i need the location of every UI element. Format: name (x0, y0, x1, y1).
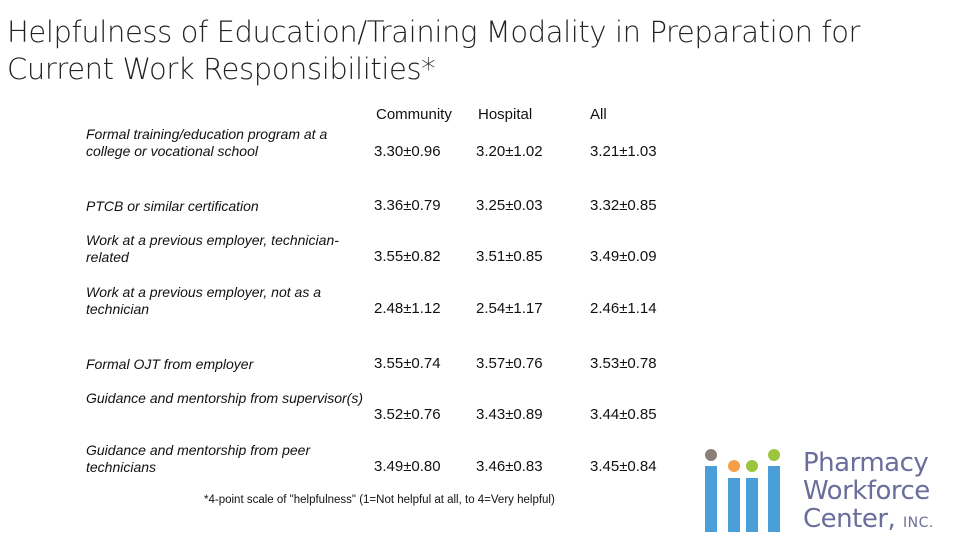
row-label: Work at a previous employer, technician-… (86, 232, 339, 265)
row-label: Formal OJT from employer (86, 356, 254, 372)
cell-community: 3.52±0.76 (374, 406, 441, 423)
cell-community: 3.30±0.96 (374, 143, 441, 160)
pharmacy-workforce-center-logo-mark (705, 449, 780, 532)
cell-community: 3.55±0.74 (374, 355, 441, 372)
logo-dot-green-2 (768, 449, 780, 461)
logo-text-line2: Workforce (803, 476, 930, 506)
cell-all: 3.21±1.03 (590, 143, 657, 160)
col-header-community: Community (376, 106, 452, 123)
row-label: Guidance and mentorship from supervisor(… (86, 390, 364, 406)
cell-community: 3.49±0.80 (374, 458, 441, 475)
cell-hospital: 3.43±0.89 (476, 406, 543, 423)
cell-hospital: 3.25±0.03 (476, 197, 543, 214)
logo-text-line1: Pharmacy (803, 448, 929, 478)
logo-inc: INC. (903, 515, 934, 531)
cell-all: 3.44±0.85 (590, 406, 657, 423)
slide-title: Helpfulness of Education/Training Modali… (7, 15, 861, 86)
cell-all: 3.49±0.09 (590, 248, 657, 265)
cell-hospital: 3.57±0.76 (476, 355, 543, 372)
logo-text-line3: Center, INC. (803, 505, 934, 537)
col-header-all: All (590, 106, 607, 123)
cell-community: 2.48±1.12 (374, 300, 441, 317)
footnote: *4-point scale of "helpfulness" (1=Not h… (204, 494, 555, 506)
cell-hospital: 3.46±0.83 (476, 458, 543, 475)
row-label: Guidance and mentorship from peer techni… (86, 442, 311, 475)
cell-hospital: 3.20±1.02 (476, 143, 543, 160)
logo-dot-gray (705, 449, 717, 461)
col-header-hospital: Hospital (478, 106, 533, 123)
cell-all: 3.45±0.84 (590, 458, 657, 475)
cell-hospital: 3.51±0.85 (476, 248, 543, 265)
cell-community: 3.55±0.82 (374, 248, 441, 265)
cell-all: 3.32±0.85 (590, 197, 657, 214)
logo-dot-orange (728, 460, 740, 472)
logo-center: Center, (803, 504, 896, 534)
row-label: PTCB or similar certification (86, 198, 259, 214)
cell-community: 3.36±0.79 (374, 197, 441, 214)
logo-bar-3 (746, 478, 758, 532)
logo-bar-1 (705, 466, 717, 532)
row-label: Formal training/education program at a c… (86, 126, 328, 159)
logo-bar-4 (768, 466, 780, 532)
logo-bar-2 (728, 478, 740, 532)
row-label: Work at a previous employer, not as a te… (86, 284, 321, 317)
cell-hospital: 2.54±1.17 (476, 300, 543, 317)
cell-all: 3.53±0.78 (590, 355, 657, 372)
logo-dot-green (746, 460, 758, 472)
cell-all: 2.46±1.14 (590, 300, 657, 317)
